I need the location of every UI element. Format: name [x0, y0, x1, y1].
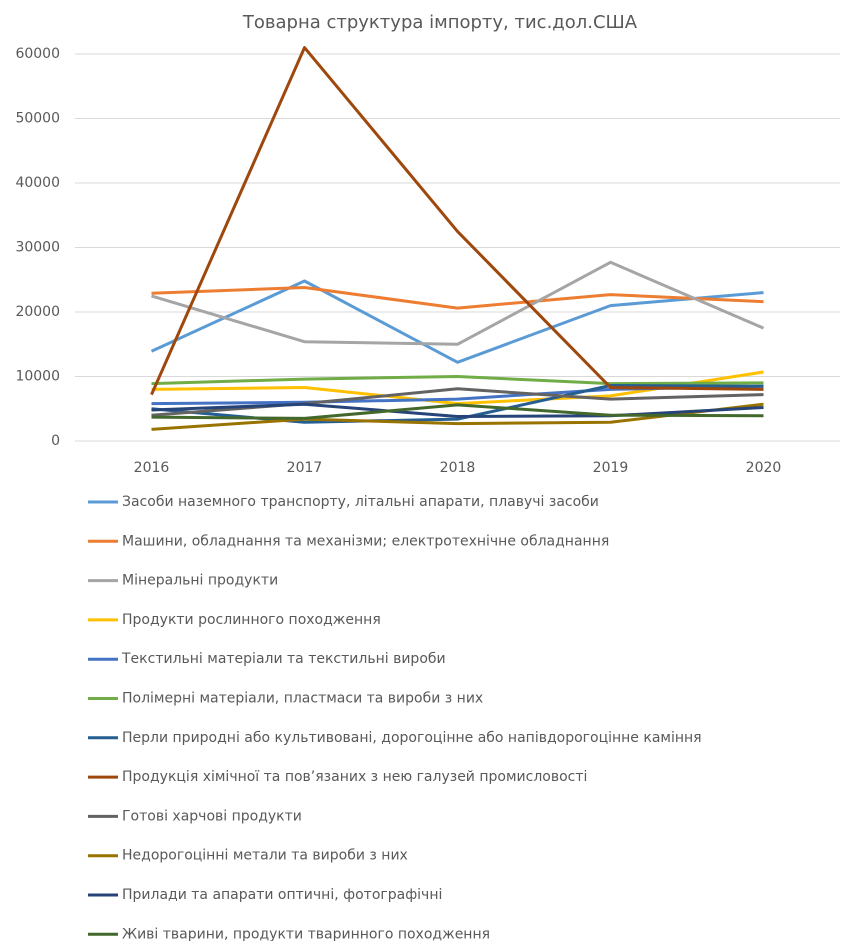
y-tick-label: 0	[51, 433, 60, 449]
legend-label: Текстильні матеріали та текстильні вироб…	[121, 651, 446, 667]
chart-title: Товарна структура імпорту, тис.дол.США	[242, 12, 638, 33]
legend-label: Продукція хімічної та пов’язаних з нею г…	[122, 769, 587, 785]
legend-label: Живі тварини, продукти тваринного походж…	[122, 926, 490, 941]
x-tick-label: 2017	[287, 460, 323, 476]
series-line	[150, 46, 764, 396]
legend-label: Полімерні матеріали, пластмаси та вироби…	[122, 691, 483, 707]
legend-label: Мінеральні продукти	[122, 573, 278, 589]
y-tick-label: 30000	[15, 240, 60, 256]
legend-label: Перли природні або культивовані, дорогоц…	[122, 730, 702, 746]
legend-label: Машини, обладнання та механізми; електро…	[122, 533, 609, 549]
y-tick-label: 50000	[15, 111, 60, 127]
legend-label: Прилади та апарати оптичні, фотографічні	[122, 887, 442, 903]
series-line	[151, 286, 764, 310]
y-tick-label: 40000	[15, 175, 60, 191]
x-tick-label: 2020	[746, 460, 782, 476]
y-tick-label: 20000	[15, 304, 60, 320]
x-tick-label: 2019	[593, 460, 629, 476]
series-line	[151, 403, 764, 420]
x-tick-label: 2016	[134, 460, 170, 476]
series-line	[151, 402, 764, 418]
series-line	[151, 375, 764, 386]
legend-label: Продукти рослинного походження	[122, 612, 381, 628]
x-tick-label: 2018	[440, 460, 476, 476]
legend-label: Засоби наземного транспорту, літальні ап…	[122, 494, 599, 510]
y-tick-label: 10000	[15, 369, 60, 385]
series-line	[150, 279, 764, 364]
y-tick-label: 60000	[15, 46, 60, 62]
series-line	[151, 260, 765, 346]
legend-label: Недорогоцінні метали та вироби з них	[122, 848, 408, 864]
legend-label: Готові харчові продукти	[122, 808, 302, 824]
